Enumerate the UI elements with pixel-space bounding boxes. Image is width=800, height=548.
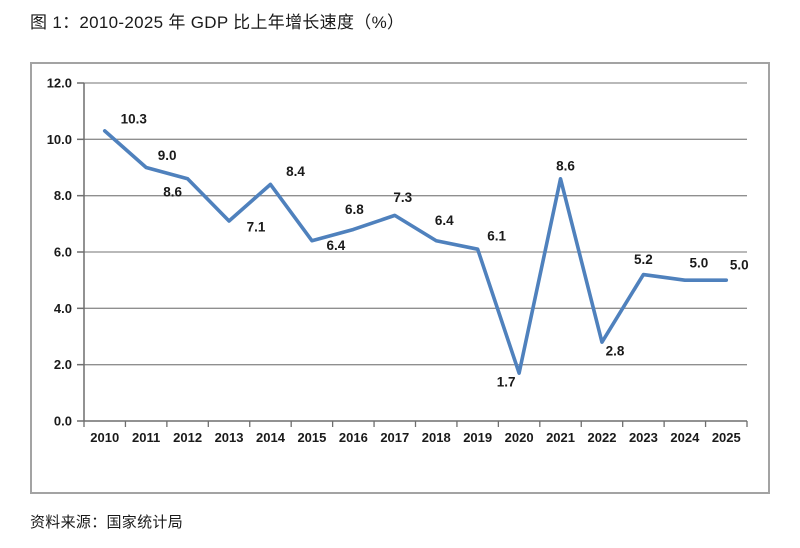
x-axis-label: 2013 bbox=[215, 430, 244, 445]
x-axis-label: 2016 bbox=[339, 430, 368, 445]
x-axis-label: 2012 bbox=[173, 430, 202, 445]
data-point-label: 8.6 bbox=[556, 158, 575, 173]
data-point-label: 5.0 bbox=[689, 256, 708, 271]
x-axis-label: 2019 bbox=[463, 430, 492, 445]
source-note: 资料来源：国家统计局 bbox=[30, 514, 184, 531]
data-point-label: 5.2 bbox=[634, 252, 653, 267]
x-axis-label: 2015 bbox=[297, 430, 326, 445]
data-point-label: 6.8 bbox=[345, 202, 364, 217]
data-point-label: 9.0 bbox=[158, 148, 177, 163]
x-axis-label: 2024 bbox=[670, 430, 700, 445]
data-point-label: 6.1 bbox=[487, 229, 506, 244]
y-axis-label: 2.0 bbox=[54, 357, 72, 372]
x-axis-label: 2018 bbox=[422, 430, 451, 445]
data-point-label: 2.8 bbox=[606, 344, 625, 359]
x-axis-label: 2010 bbox=[90, 430, 119, 445]
x-axis-label: 2014 bbox=[256, 430, 286, 445]
gdp-line-series bbox=[102, 129, 729, 375]
data-point-label: 6.4 bbox=[435, 213, 454, 228]
x-axis-label: 2020 bbox=[505, 430, 534, 445]
data-point-label: 7.1 bbox=[247, 220, 266, 235]
x-axis-label: 2023 bbox=[629, 430, 658, 445]
data-point-label: 7.3 bbox=[393, 190, 412, 205]
x-axis-label: 2021 bbox=[546, 430, 575, 445]
y-axis-label: 8.0 bbox=[54, 188, 72, 203]
gdp-growth-line-chart: 0.0 2.0 4.0 6.0 8.0 10.0 12.0 2010 2011 2012 2013 2… bbox=[47, 76, 749, 446]
data-point-label: 8.4 bbox=[286, 164, 305, 179]
data-point-label: 5.0 bbox=[730, 258, 749, 273]
y-axis-label: 10.0 bbox=[47, 132, 72, 147]
data-point-label: 6.4 bbox=[327, 238, 346, 253]
y-axis-label: 6.0 bbox=[54, 245, 72, 260]
y-axis-label: 0.0 bbox=[54, 414, 72, 429]
figure-title: 图 1：2010-2025 年 GDP 比上年增长速度（%） bbox=[30, 13, 405, 32]
chart-frame: 0.0 2.0 4.0 6.0 8.0 10.0 12.0 2010 2011 2012 2013 2… bbox=[30, 62, 770, 494]
y-axis-label: 12.0 bbox=[47, 76, 72, 91]
x-axis-label: 2022 bbox=[588, 430, 617, 445]
x-axis-label: 2011 bbox=[132, 430, 160, 445]
data-point-label: 8.6 bbox=[163, 184, 182, 199]
x-axis-label: 2017 bbox=[380, 430, 409, 445]
x-axis-label: 2025 bbox=[712, 430, 741, 445]
data-point-label: 1.7 bbox=[497, 375, 516, 390]
data-point-label: 10.3 bbox=[121, 111, 148, 126]
y-axis-label: 4.0 bbox=[54, 301, 72, 316]
